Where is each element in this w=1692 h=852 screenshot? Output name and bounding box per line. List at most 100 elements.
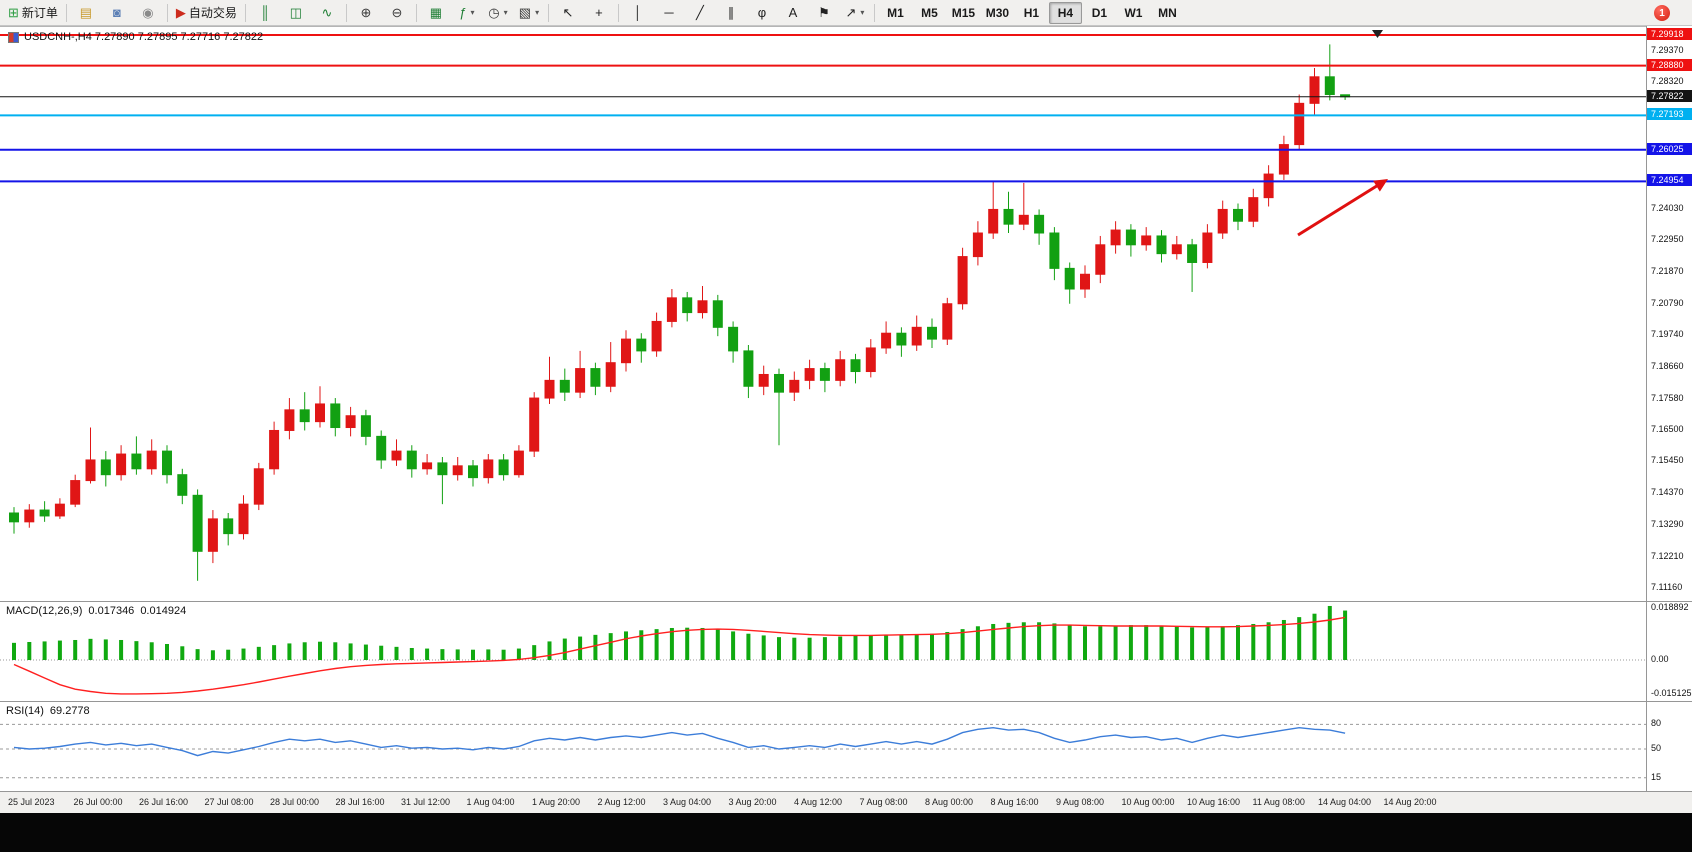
cursor-button[interactable]: ↖: [553, 2, 583, 24]
indicators-button[interactable]: ƒ ▾: [452, 2, 482, 24]
chevron-down-icon: ▾: [860, 8, 865, 17]
periods-button[interactable]: ◷ ▾: [483, 2, 513, 24]
notification-badge[interactable]: 1: [1654, 5, 1670, 21]
candle: [544, 356, 555, 404]
timeframe-mn-button[interactable]: MN: [1151, 2, 1184, 24]
timeframe-m5-button[interactable]: M5: [913, 2, 946, 24]
new-chart-icon: ▤: [79, 5, 93, 20]
rsi-panel[interactable]: RSI(14) 69.2778: [0, 701, 1646, 792]
macd-signal-line: [13, 616, 1346, 695]
fibonacci-button[interactable]: φ: [747, 2, 777, 24]
crosshair-button[interactable]: +: [584, 2, 614, 24]
candle: [177, 468, 188, 505]
rsi-value: 69.2778: [49, 705, 90, 717]
cursor-icon: ↖: [562, 5, 574, 20]
timeframe-w1-button[interactable]: W1: [1117, 2, 1150, 24]
new-order-button[interactable]: ⊞ 新订单: [4, 2, 62, 24]
macd-canvas[interactable]: [0, 602, 1646, 702]
price-tick-label: 7.17580: [1651, 392, 1684, 403]
toolbar-separator: [873, 3, 875, 22]
candles-layer: [9, 44, 1351, 581]
rsi-level-label: 15: [1651, 771, 1662, 782]
chevron-down-icon: ▾: [503, 8, 508, 17]
macd-title: MACD(12,26,9) 0.017346 0.014924: [6, 605, 186, 617]
flag-icon: ⚑: [818, 5, 830, 20]
rsi-title: RSI(14) 69.2778: [6, 705, 90, 717]
tile-windows-icon: ▦: [429, 5, 443, 20]
candle: [1324, 44, 1335, 101]
timeframe-h1-button[interactable]: H1: [1015, 2, 1048, 24]
time-axis-label: 8 Aug 16:00: [990, 797, 1039, 807]
candle: [911, 315, 922, 351]
auto-trading-button[interactable]: ▶ 自动交易: [172, 2, 241, 24]
sounds-button[interactable]: ◉: [133, 2, 163, 24]
price-chart-canvas[interactable]: [0, 27, 1646, 602]
timeframe-mn-button-label: MN: [1158, 5, 1177, 20]
candle: [789, 371, 800, 402]
price-chart-panel[interactable]: USDCNH-,H4 7.27890 7.27895 7.27716 7.278…: [0, 26, 1646, 602]
horizontal-line-button[interactable]: ─: [654, 2, 684, 24]
new-order-button-label: 新订单: [21, 6, 58, 20]
candle: [972, 221, 983, 266]
timeframe-w1-button-label: W1: [1124, 5, 1143, 20]
label-button[interactable]: ⚑: [809, 2, 839, 24]
time-axis-label: 1 Aug 04:00: [466, 797, 515, 807]
rsi-line: [13, 726, 1346, 757]
candlestick-chart-button[interactable]: ◫: [281, 2, 311, 24]
timeframe-m15-button[interactable]: M15: [947, 2, 980, 24]
candle: [192, 489, 203, 581]
candle: [636, 333, 647, 363]
rsi-canvas[interactable]: [0, 702, 1646, 792]
trendline-button[interactable]: ╱: [685, 2, 715, 24]
line-chart-button[interactable]: ∿: [312, 2, 342, 24]
new-chart-button[interactable]: ▤: [71, 2, 101, 24]
chart-shift-marker[interactable]: [1372, 30, 1383, 38]
chart-title-text: USDCNH-,H4 7.27890 7.27895 7.27716 7.278…: [24, 31, 264, 43]
scale-divider: [1647, 701, 1692, 702]
chart-symbol-icon: [8, 31, 19, 43]
profiles-button[interactable]: ◙: [102, 2, 132, 24]
price-scale[interactable]: 7.29370 7.28320 7.24030 7.22950 7.21870 7.207…: [1646, 26, 1692, 791]
candlestick-icon: ◫: [289, 5, 303, 20]
arrows-button[interactable]: ↗ ▾: [840, 2, 870, 24]
trend-arrow[interactable]: [1297, 179, 1388, 237]
templates-button[interactable]: ▧ ▾: [514, 2, 544, 24]
time-axis-label: 31 Jul 12:00: [401, 797, 451, 807]
time-axis-label: 4 Aug 12:00: [794, 797, 843, 807]
text-icon: A: [788, 5, 798, 20]
time-axis-label: 11 Aug 08:00: [1252, 797, 1305, 807]
time-axis-label: 10 Aug 00:00: [1121, 797, 1175, 807]
candle: [865, 339, 876, 378]
macd-panel[interactable]: MACD(12,26,9) 0.017346 0.014924: [0, 601, 1646, 702]
price-tick-label: 7.18660: [1651, 360, 1684, 371]
candle: [804, 359, 815, 390]
candle: [896, 327, 907, 357]
bar-chart-button[interactable]: ║: [250, 2, 280, 24]
vertical-line-button[interactable]: │: [623, 2, 653, 24]
line-chart-icon: ∿: [321, 5, 333, 20]
price-badge: 7.28880: [1647, 58, 1692, 71]
zoom-out-button[interactable]: ⊖: [382, 2, 412, 24]
timeframe-d1-button[interactable]: D1: [1083, 2, 1116, 24]
zoom-in-button[interactable]: ⊕: [351, 2, 381, 24]
candle: [315, 386, 325, 428]
candle: [712, 294, 723, 337]
time-axis-label: 1 Aug 20:00: [532, 797, 581, 807]
channel-button[interactable]: ∥: [716, 2, 746, 24]
candle: [131, 436, 142, 475]
time-axis[interactable]: 25 Jul 2023 26 Jul 00:00 26 Jul 16:00 27 Ju…: [0, 791, 1692, 813]
candle: [942, 297, 953, 346]
toolbar-separator: [415, 3, 417, 22]
toolbar-separator: [547, 3, 549, 22]
timeframe-m1-button[interactable]: M1: [879, 2, 912, 24]
macd-signal-value: 0.014924: [140, 605, 187, 617]
timeframe-m30-button[interactable]: M30: [981, 2, 1014, 24]
text-button[interactable]: A: [778, 2, 808, 24]
candle: [468, 459, 478, 487]
macd-value: 0.017346: [88, 605, 135, 617]
candle: [223, 512, 234, 546]
tile-windows-button[interactable]: ▦: [421, 2, 451, 24]
time-axis-label: 25 Jul 2023: [8, 797, 55, 807]
timeframe-h4-button[interactable]: H4: [1048, 1, 1082, 24]
